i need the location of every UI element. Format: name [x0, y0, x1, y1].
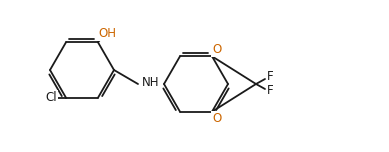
Text: OH: OH: [98, 27, 116, 40]
Text: F: F: [267, 71, 273, 83]
Text: O: O: [212, 112, 222, 125]
Text: F: F: [267, 85, 273, 97]
Text: NH: NH: [142, 76, 160, 88]
Text: Cl: Cl: [45, 91, 57, 104]
Text: O: O: [212, 43, 222, 56]
